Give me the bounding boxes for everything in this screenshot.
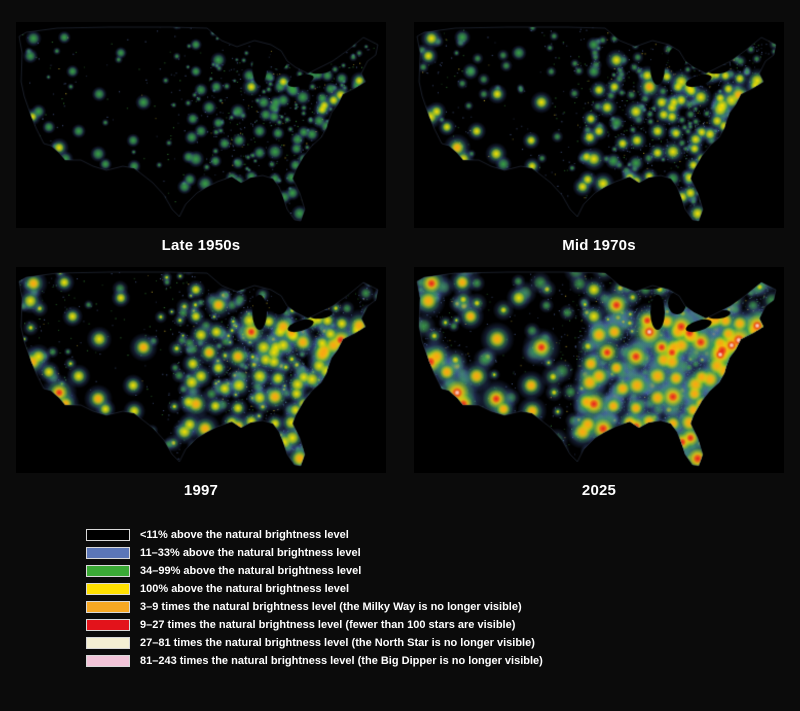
legend-swatch-orange — [86, 601, 130, 613]
legend-swatch-cream — [86, 637, 130, 649]
legend-label: 81–243 times the natural brightness leve… — [140, 655, 543, 667]
legend-label: 100% above the natural brightness level — [140, 583, 350, 595]
legend-label: 11–33% above the natural brightness leve… — [140, 547, 361, 559]
legend-swatch-black — [86, 529, 130, 541]
legend-row: 34–99% above the natural brightness leve… — [86, 564, 800, 578]
legend-row: <11% above the natural brightness level — [86, 528, 800, 542]
legend-swatch-yellow — [86, 583, 130, 595]
map-panel-label-mid-1970s: Mid 1970s — [562, 237, 636, 254]
map-panel-label-late-1950s: Late 1950s — [161, 237, 241, 254]
us-light-pollution-map-mid-1970s — [414, 22, 784, 228]
legend-swatch-blue — [86, 547, 130, 559]
legend-row: 27–81 times the natural brightness level… — [86, 636, 800, 650]
legend-row: 11–33% above the natural brightness leve… — [86, 546, 800, 560]
legend-swatch-green — [86, 565, 130, 577]
map-panel-label-1997: 1997 — [183, 482, 219, 499]
map-grid: Late 1950s Mid 1970s 1997 2025 — [0, 22, 800, 512]
map-panel-mid-1970s: Mid 1970s — [410, 22, 788, 267]
legend-label: 3–9 times the natural brightness level (… — [140, 601, 522, 613]
legend-swatch-red — [86, 619, 130, 631]
map-panel-label-2025: 2025 — [581, 482, 617, 499]
map-panel-2025: 2025 — [410, 267, 788, 512]
us-light-pollution-map-2025 — [414, 267, 784, 473]
map-panel-1997: 1997 — [12, 267, 390, 512]
brightness-legend: <11% above the natural brightness level … — [86, 528, 800, 668]
map-panel-late-1950s: Late 1950s — [12, 22, 390, 267]
legend-row: 81–243 times the natural brightness leve… — [86, 654, 800, 668]
us-light-pollution-map-1997 — [16, 267, 386, 473]
legend-label: 9–27 times the natural brightness level … — [140, 619, 516, 631]
legend-row: 9–27 times the natural brightness level … — [86, 618, 800, 632]
legend-label: 27–81 times the natural brightness level… — [140, 637, 535, 649]
legend-swatch-pink — [86, 655, 130, 667]
legend-label: <11% above the natural brightness level — [140, 529, 349, 541]
us-light-pollution-map-late-1950s — [16, 22, 386, 228]
legend-row: 3–9 times the natural brightness level (… — [86, 600, 800, 614]
legend-row: 100% above the natural brightness level — [86, 582, 800, 596]
legend-label: 34–99% above the natural brightness leve… — [140, 565, 362, 577]
